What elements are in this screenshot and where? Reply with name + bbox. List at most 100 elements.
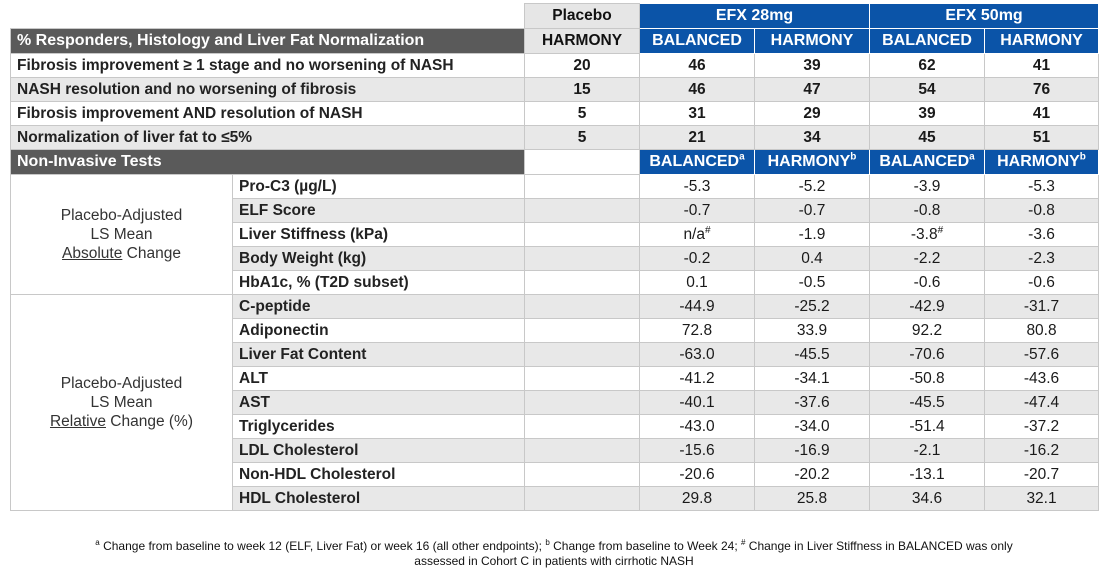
nit-col-efx50-balanced: BALANCEDa <box>869 149 986 175</box>
measure-label: AST <box>232 390 525 415</box>
measure-value: 33.9 <box>753 318 871 343</box>
placebo-empty-cell <box>524 366 640 391</box>
relative-line1: Placebo-Adjusted <box>60 375 183 392</box>
responder-value: 46 <box>639 77 755 102</box>
placebo-empty-cell <box>524 318 640 343</box>
nit-title: Non-Invasive Tests <box>10 149 525 175</box>
measure-value: -0.6 <box>984 270 1100 295</box>
responder-row: Normalization of liver fat to ≤5% 5 21 3… <box>10 125 1100 150</box>
measure-value: -42.9 <box>869 294 986 319</box>
measure-label: HbA1c, % (T2D subset) <box>232 270 525 295</box>
nit-col-efx28-balanced: BALANCEDa <box>639 149 755 175</box>
measure-value: 32.1 <box>984 486 1100 511</box>
responders-title: % Responders, Histology and Liver Fat No… <box>10 28 525 54</box>
measure-value: -5.3 <box>639 174 755 199</box>
measure-value: -3.6 <box>984 222 1100 247</box>
responder-label: Fibrosis improvement AND resolution of N… <box>10 101 525 126</box>
responder-value: 39 <box>753 53 871 78</box>
placebo-empty-cell <box>524 390 640 415</box>
measure-value: -43.0 <box>639 414 755 439</box>
measure-value: -5.2 <box>753 174 871 199</box>
measure-value: -20.7 <box>984 462 1100 487</box>
responder-value: 41 <box>984 53 1100 78</box>
efx50-header: EFX 50mg <box>869 3 1100 29</box>
responder-value: 76 <box>984 77 1100 102</box>
measure-label: Non-HDL Cholesterol <box>232 462 525 487</box>
measure-value: -0.5 <box>753 270 871 295</box>
results-table: Placebo EFX 28mg EFX 50mg % Responders, … <box>10 3 1100 511</box>
relative-row: Liver Fat Content -63.0 -45.5 -70.6 -57.… <box>11 342 1100 367</box>
measure-value: -70.6 <box>869 342 986 367</box>
measure-value: 25.8 <box>753 486 871 511</box>
responder-label: Normalization of liver fat to ≤5% <box>10 125 525 150</box>
measure-label: LDL Cholesterol <box>232 438 525 463</box>
measure-label: ALT <box>232 366 525 391</box>
nit-placebo-blank <box>524 149 640 175</box>
responder-value: 5 <box>524 125 640 150</box>
measure-value: -2.1 <box>869 438 986 463</box>
responder-value: 47 <box>753 77 871 102</box>
measure-value: -13.1 <box>869 462 986 487</box>
measure-value: -0.8 <box>869 198 986 223</box>
measure-value: -1.9 <box>753 222 871 247</box>
footnote-line2: assessed in Cohort C in patients with ci… <box>414 554 694 568</box>
measure-value: -63.0 <box>639 342 755 367</box>
responder-value: 29 <box>753 101 871 126</box>
relative-group-label: Placebo-Adjusted LS Mean Relative Change… <box>10 294 233 511</box>
relative-row: AST -40.1 -37.6 -45.5 -47.4 <box>11 390 1100 415</box>
measure-value: -41.2 <box>639 366 755 391</box>
placebo-empty-cell <box>524 222 640 247</box>
measure-label: Pro-C3 (µg/L) <box>232 174 525 199</box>
placebo-empty-cell <box>524 462 640 487</box>
responder-value: 39 <box>869 101 986 126</box>
measure-value: -34.1 <box>753 366 871 391</box>
measure-label: Triglycerides <box>232 414 525 439</box>
measure-value: -0.7 <box>639 198 755 223</box>
measure-value: -2.3 <box>984 246 1100 271</box>
measure-value: 80.8 <box>984 318 1100 343</box>
measure-value: -0.2 <box>639 246 755 271</box>
placebo-empty-cell <box>524 294 640 319</box>
absolute-group-label: Placebo-Adjusted LS Mean Absolute Change <box>10 174 233 295</box>
placebo-empty-cell <box>524 486 640 511</box>
nit-col-efx50-harmony: HARMONYb <box>984 149 1100 175</box>
responder-row: NASH resolution and no worsening of fibr… <box>10 77 1100 102</box>
measure-value: 0.1 <box>639 270 755 295</box>
responder-value: 46 <box>639 53 755 78</box>
measure-value: -37.2 <box>984 414 1100 439</box>
measure-value: 0.4 <box>753 246 871 271</box>
absolute-line2: LS Mean <box>90 226 153 243</box>
responder-value: 54 <box>869 77 986 102</box>
relative-line3: Relative Change (%) <box>49 413 193 430</box>
responder-row: Fibrosis improvement AND resolution of N… <box>10 101 1100 126</box>
relative-line2: LS Mean <box>90 394 153 411</box>
measure-value: -15.6 <box>639 438 755 463</box>
measure-value: -0.8 <box>984 198 1100 223</box>
nit-col-efx28-harmony: HARMONYb <box>753 149 871 175</box>
responder-value: 41 <box>984 101 1100 126</box>
measure-value: -16.9 <box>753 438 871 463</box>
footnote-line1: a Change from baseline to week 12 (ELF, … <box>95 538 1013 554</box>
relative-row: Placebo-Adjusted LS Mean Relative Change… <box>10 294 1100 511</box>
measure-value: -37.6 <box>753 390 871 415</box>
measure-value: -16.2 <box>984 438 1100 463</box>
measure-value: -51.4 <box>869 414 986 439</box>
measure-value: n/a# <box>639 222 755 247</box>
absolute-line3: Absolute Change <box>62 245 181 262</box>
sub-col-placebo-harmony: HARMONY <box>524 28 640 54</box>
placebo-empty-cell <box>524 246 640 271</box>
responder-value: 62 <box>869 53 986 78</box>
footnote: a Change from baseline to week 12 (ELF, … <box>20 539 1088 569</box>
placebo-empty-cell <box>524 414 640 439</box>
absolute-line1: Placebo-Adjusted <box>60 207 183 224</box>
measure-label: HDL Cholesterol <box>232 486 525 511</box>
responder-label: Fibrosis improvement ≥ 1 stage and no wo… <box>10 53 525 78</box>
measure-value: -43.6 <box>984 366 1100 391</box>
measure-value: -50.8 <box>869 366 986 391</box>
responder-value: 21 <box>639 125 755 150</box>
responder-value: 34 <box>753 125 871 150</box>
measure-value: 34.6 <box>869 486 986 511</box>
measure-value: -34.0 <box>753 414 871 439</box>
measure-label: Body Weight (kg) <box>232 246 525 271</box>
measure-value: -0.6 <box>869 270 986 295</box>
